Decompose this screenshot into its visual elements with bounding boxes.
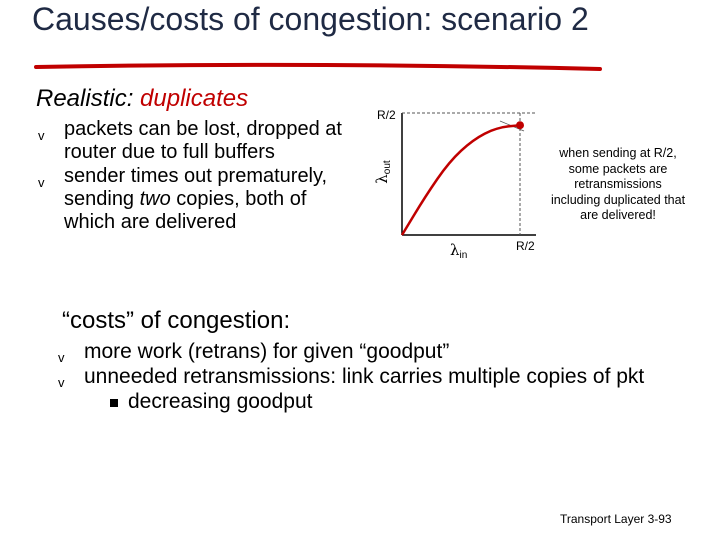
bullet-marker-icon: v: [58, 375, 65, 390]
x-tick-label: R/2: [516, 239, 535, 253]
costs-heading: “costs” of congestion:: [62, 307, 291, 334]
y-axis-label-main: λ: [373, 174, 391, 184]
costs-list: v more work (retrans) for given “goodput…: [50, 340, 710, 414]
square-bullet-icon: [110, 399, 118, 407]
slide-title: Causes/costs of congestion: scenario 2: [32, 1, 589, 37]
x-axis-label: λin: [450, 241, 467, 261]
bullet-marker-icon: v: [38, 128, 45, 143]
bullet-item-1: v packets can be lost, dropped at router…: [38, 118, 348, 164]
slide-footer: Transport Layer 3-93: [560, 512, 672, 526]
cost-sub-item: decreasing goodput: [50, 390, 710, 414]
bullet-item-2: v sender times out prematurely, sending …: [38, 165, 348, 234]
cost-sub-text: decreasing goodput: [128, 390, 313, 413]
duplicates-annotation: when sending at R/2, some packets are re…: [550, 146, 686, 222]
scenario-subtitle: Realistic: duplicates: [36, 84, 248, 114]
goodput-chart: R/2 λout λin R/2: [373, 108, 536, 261]
subtitle-highlight: duplicates: [140, 85, 249, 112]
y-tick-label: R/2: [377, 108, 396, 122]
bullet-text: packets can be lost, dropped at router d…: [64, 118, 342, 163]
y-axis-label: λout: [373, 160, 393, 184]
goodput-curve: [400, 123, 521, 236]
bullet-emphasis: two: [139, 188, 171, 210]
x-axis-label-sub: in: [460, 250, 468, 261]
y-axis-label-sub: out: [382, 160, 393, 174]
cost-item-2: v unneeded retransmissions: link carries…: [50, 365, 710, 390]
x-axis-label-main: λ: [450, 241, 460, 259]
subtitle-prefix: Realistic:: [36, 85, 141, 112]
title-underline: [34, 62, 602, 71]
cost-text: more work (retrans) for given “goodput”: [84, 340, 450, 363]
bullet-list: v packets can be lost, dropped at router…: [38, 118, 348, 235]
bullet-text: sender times out prematurely, sending: [64, 165, 328, 210]
cost-item-1: v more work (retrans) for given “goodput…: [50, 340, 710, 365]
bullet-text-tail: copies, both of which are delivered: [64, 188, 307, 233]
bullet-marker-icon: v: [58, 350, 65, 365]
goodput-endpoint: [516, 121, 524, 130]
bullet-marker-icon: v: [38, 175, 45, 190]
cost-text: unneeded retransmissions: link carries m…: [84, 365, 645, 388]
